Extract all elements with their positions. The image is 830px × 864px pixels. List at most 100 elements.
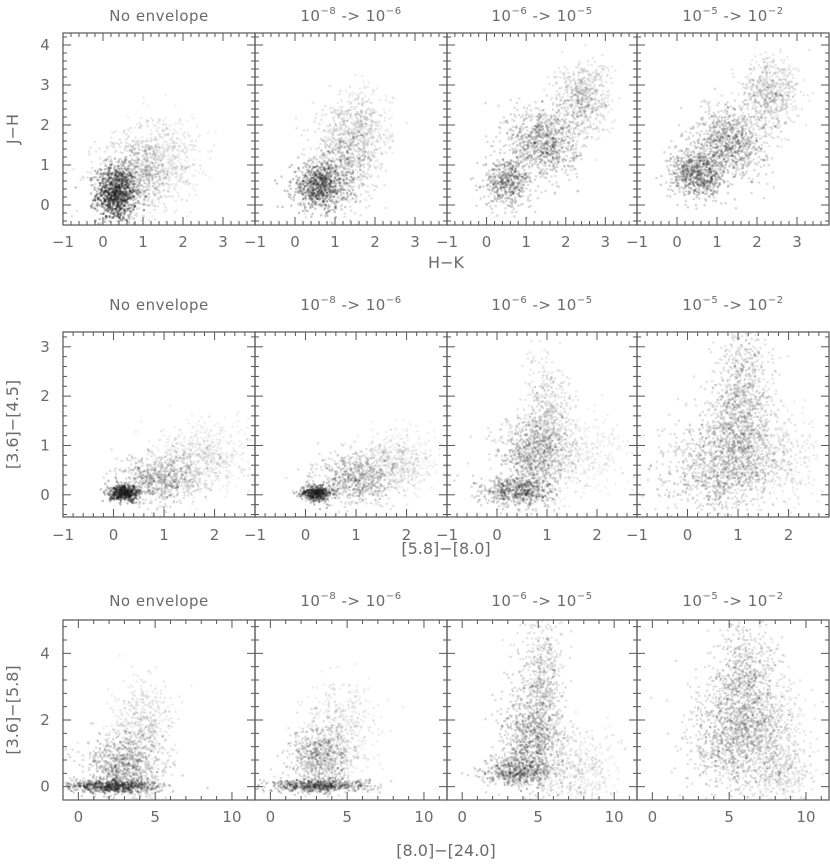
data-point xyxy=(374,147,377,150)
data-point xyxy=(327,168,330,171)
data-point xyxy=(374,167,378,170)
data-point xyxy=(120,208,123,211)
data-point xyxy=(131,187,134,190)
data-point xyxy=(310,197,313,200)
data-point xyxy=(340,159,343,162)
data-point xyxy=(131,146,134,149)
data-point xyxy=(523,168,526,172)
data-point xyxy=(114,192,117,195)
data-point xyxy=(542,118,545,121)
data-point xyxy=(121,167,124,170)
data-point xyxy=(310,181,313,184)
data-point xyxy=(304,198,307,201)
data-point xyxy=(552,164,555,167)
data-point xyxy=(486,183,489,186)
data-point xyxy=(341,116,344,119)
data-point xyxy=(148,152,151,155)
data-point xyxy=(95,202,98,205)
data-point xyxy=(301,193,305,196)
data-point xyxy=(362,134,365,138)
data-point xyxy=(125,149,128,152)
data-point xyxy=(121,151,124,155)
data-point xyxy=(375,139,378,143)
data-point xyxy=(517,182,520,185)
data-point xyxy=(497,181,500,185)
data-point xyxy=(111,199,114,202)
data-point xyxy=(110,180,113,183)
data-point xyxy=(357,135,360,138)
data-point xyxy=(154,169,158,172)
data-point xyxy=(332,178,335,181)
data-point xyxy=(129,192,132,195)
data-point xyxy=(120,172,124,176)
data-point xyxy=(124,192,127,195)
data-point xyxy=(554,121,557,124)
data-point xyxy=(514,189,517,192)
data-point xyxy=(156,147,159,150)
data-point xyxy=(108,167,111,170)
data-point xyxy=(366,118,369,121)
data-point xyxy=(299,190,303,193)
data-point xyxy=(100,168,103,171)
data-point xyxy=(132,139,135,142)
data-point xyxy=(185,200,188,203)
data-point xyxy=(567,164,570,167)
data-point xyxy=(99,199,102,202)
data-point xyxy=(518,194,521,197)
data-point xyxy=(148,175,151,178)
data-point xyxy=(105,179,108,182)
data-point xyxy=(496,183,499,186)
data-point xyxy=(115,180,118,183)
data-point xyxy=(390,135,393,139)
data-point xyxy=(130,210,133,214)
data-point xyxy=(117,174,120,178)
data-point xyxy=(350,142,353,145)
data-point xyxy=(127,186,130,190)
data-point xyxy=(370,154,373,157)
data-point xyxy=(330,140,333,144)
data-point xyxy=(326,177,329,180)
data-point xyxy=(497,163,501,166)
data-point xyxy=(359,169,362,172)
data-point xyxy=(534,125,537,128)
data-point xyxy=(377,148,380,151)
data-point xyxy=(314,178,317,181)
data-point xyxy=(320,189,323,192)
data-point xyxy=(143,150,146,153)
data-point xyxy=(369,176,372,179)
data-point xyxy=(174,168,177,171)
data-point xyxy=(558,137,561,140)
data-point xyxy=(541,113,544,116)
data-point xyxy=(514,167,517,170)
data-point xyxy=(310,177,313,180)
data-point xyxy=(340,198,343,201)
data-point xyxy=(90,178,93,181)
data-point xyxy=(327,150,330,153)
data-point xyxy=(126,177,129,181)
data-point xyxy=(508,197,511,200)
data-point xyxy=(319,184,322,187)
data-point xyxy=(380,166,383,169)
data-point xyxy=(511,184,514,187)
data-point xyxy=(105,216,108,219)
data-point xyxy=(339,185,342,188)
data-point xyxy=(352,99,355,102)
data-point xyxy=(114,198,117,202)
data-point xyxy=(530,133,533,136)
data-point xyxy=(146,204,149,207)
data-point xyxy=(123,156,126,159)
data-point xyxy=(190,140,193,143)
data-point xyxy=(321,174,325,177)
data-point xyxy=(131,148,134,152)
data-point xyxy=(121,194,125,197)
data-point xyxy=(344,179,347,182)
panel-1-2: −1 0 1 2 310−8 -> 10−6 xyxy=(244,6,448,251)
data-point xyxy=(135,189,138,193)
data-point xyxy=(146,187,149,190)
data-point xyxy=(501,184,504,187)
data-point xyxy=(323,167,326,170)
data-point xyxy=(552,166,555,169)
data-point xyxy=(351,168,354,172)
data-point xyxy=(147,171,150,174)
data-point xyxy=(122,204,125,207)
